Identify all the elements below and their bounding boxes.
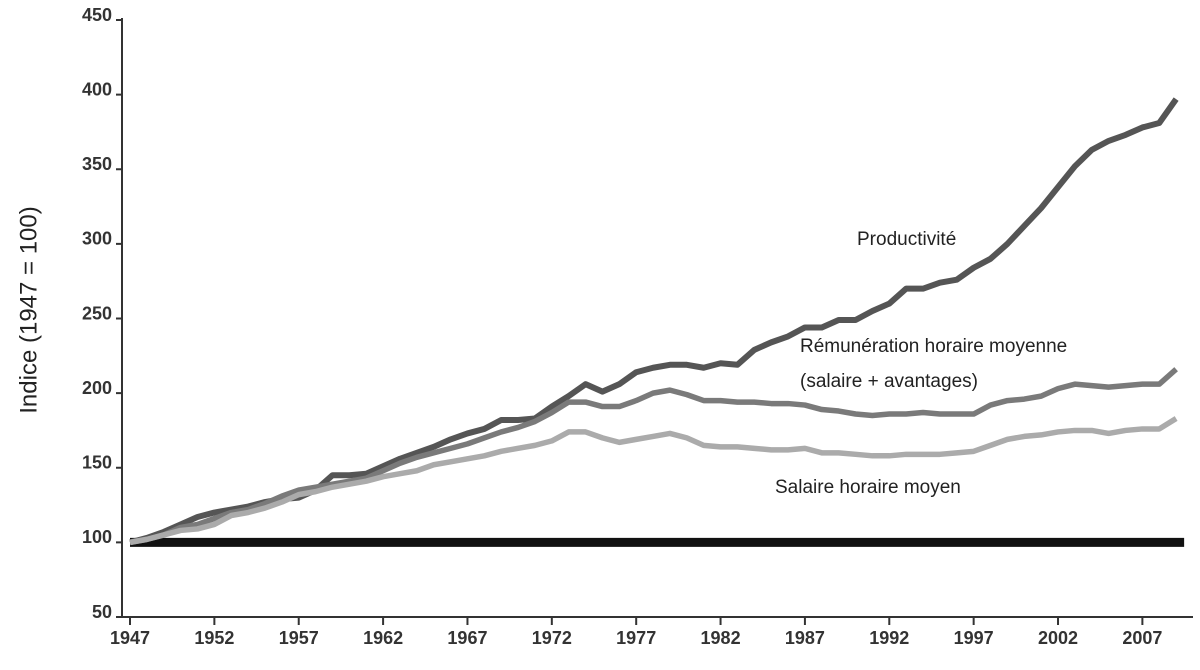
series-label: Productivité bbox=[857, 229, 956, 250]
y-tick-label: 100 bbox=[82, 527, 112, 547]
y-axis-label: Indice (1947 = 100) bbox=[15, 206, 42, 413]
x-tick-label: 1947 bbox=[110, 628, 150, 648]
y-tick-label: 400 bbox=[82, 79, 112, 99]
x-tick-label: 1962 bbox=[363, 628, 403, 648]
x-tick-label: 1982 bbox=[701, 628, 741, 648]
x-tick-label: 1977 bbox=[616, 628, 656, 648]
y-tick-label: 250 bbox=[82, 303, 112, 323]
x-tick-label: 1972 bbox=[532, 628, 572, 648]
series-label: Salaire horaire moyen bbox=[775, 477, 961, 498]
x-tick-label: 1967 bbox=[447, 628, 487, 648]
x-tick-label: 2002 bbox=[1038, 628, 1078, 648]
y-tick-label: 50 bbox=[92, 602, 112, 622]
x-tick-label: 1992 bbox=[869, 628, 909, 648]
x-tick-label: 2007 bbox=[1122, 628, 1162, 648]
x-tick-label: 1997 bbox=[954, 628, 994, 648]
series-line bbox=[129, 367, 1178, 546]
series-label: Rémunération horaire moyenne (salaire + a… bbox=[800, 336, 1067, 392]
y-tick-label: 200 bbox=[82, 378, 112, 398]
y-tick-label: 150 bbox=[82, 453, 112, 473]
x-tick-label: 1952 bbox=[194, 628, 234, 648]
series-line bbox=[129, 416, 1178, 546]
series-line bbox=[129, 97, 1179, 546]
x-tick-label: 1957 bbox=[279, 628, 319, 648]
x-tick-label: 1987 bbox=[785, 628, 825, 648]
y-tick-label: 350 bbox=[82, 154, 112, 174]
y-tick-label: 300 bbox=[82, 229, 112, 249]
y-tick-label: 450 bbox=[82, 5, 112, 25]
